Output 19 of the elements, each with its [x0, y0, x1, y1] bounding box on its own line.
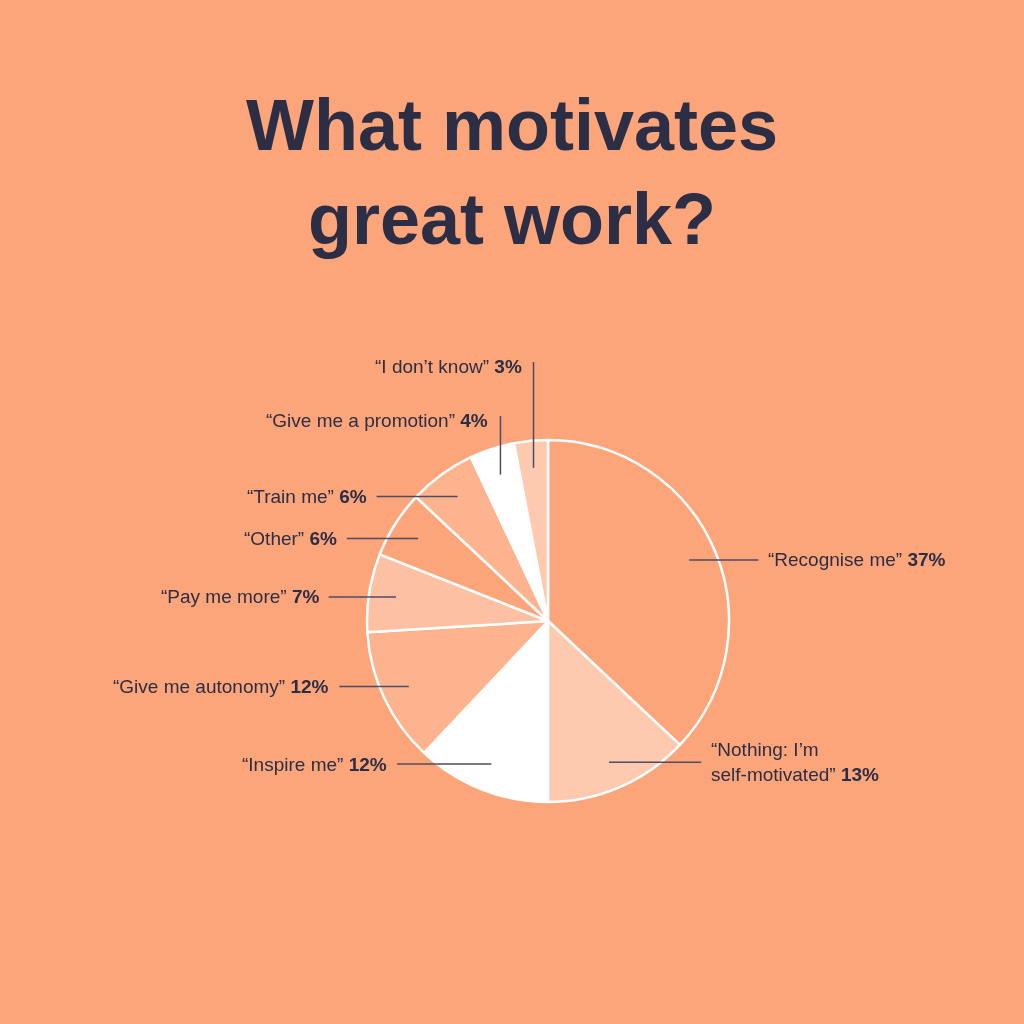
data-label: 13% [840, 763, 880, 785]
slice-label: “Other” [244, 528, 305, 549]
slice-label: “I don’t know” [375, 356, 490, 377]
data-label: 4% [460, 410, 488, 431]
slice-label: “Nothing: I’m self-motivated” [711, 739, 836, 785]
data-label: 12% [348, 754, 387, 775]
data-label: 12% [290, 676, 329, 697]
slice-label: “Recognise me” [768, 549, 903, 570]
data-label: 6% [309, 528, 338, 549]
slice-label: “Inspire me” [242, 754, 344, 775]
slice-label: “Give me a promotion” [266, 410, 456, 431]
slice-label: “Give me autonomy” [113, 676, 286, 697]
slice-label: “Train me” [247, 486, 334, 507]
data-label: 6% [339, 486, 367, 507]
data-label: 3% [494, 356, 522, 377]
data-label: 7% [291, 586, 320, 607]
data-label: 37% [907, 549, 946, 570]
chart-title: What motivates great work? [245, 85, 779, 259]
slice-label: “Pay me more” [161, 586, 287, 607]
